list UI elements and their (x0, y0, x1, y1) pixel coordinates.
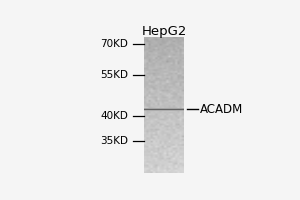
Bar (145, 60, 184, 62)
Bar (145, 104, 184, 106)
Text: 70KD: 70KD (100, 39, 128, 49)
Bar (145, 61, 184, 63)
Bar (145, 160, 184, 162)
Bar (145, 95, 184, 97)
Bar (145, 93, 184, 95)
Bar (145, 122, 184, 124)
Bar (145, 153, 184, 155)
Bar (145, 82, 184, 84)
Bar (145, 126, 184, 128)
Bar (145, 53, 184, 55)
Bar (145, 154, 184, 156)
Bar (145, 99, 184, 101)
Bar (145, 73, 184, 75)
Bar (145, 56, 184, 58)
Bar (145, 119, 184, 121)
Bar (145, 107, 184, 109)
Bar (145, 110, 184, 111)
Bar (145, 127, 184, 129)
Bar (145, 63, 184, 65)
Bar (145, 141, 184, 143)
Bar (145, 109, 184, 111)
Text: ACADM: ACADM (200, 103, 244, 116)
Bar (145, 65, 184, 67)
Bar (145, 109, 184, 110)
Bar (145, 151, 184, 153)
Bar (145, 108, 184, 109)
Bar (145, 102, 184, 104)
Bar (145, 110, 184, 111)
Bar (145, 121, 184, 123)
Bar (145, 117, 184, 119)
Bar (145, 90, 184, 92)
Bar (145, 110, 184, 111)
Bar (145, 146, 184, 148)
Bar (145, 70, 184, 72)
Bar (145, 83, 184, 85)
Bar (145, 115, 184, 117)
Bar (145, 38, 184, 40)
Bar (145, 109, 184, 110)
Bar (145, 68, 184, 70)
Text: 35KD: 35KD (100, 136, 128, 146)
Bar (145, 139, 184, 141)
Bar (145, 92, 184, 94)
Bar (145, 124, 184, 126)
Bar (145, 132, 184, 134)
Bar (145, 158, 184, 160)
Bar (145, 75, 184, 77)
Bar (145, 85, 184, 87)
Bar (145, 46, 184, 48)
Bar (145, 43, 184, 45)
Bar (145, 77, 184, 79)
Bar (145, 51, 184, 53)
Bar (145, 54, 184, 56)
Bar (145, 165, 184, 167)
Bar (145, 44, 184, 46)
Bar (145, 49, 184, 51)
Bar (145, 100, 184, 102)
Bar (145, 41, 184, 43)
Bar (145, 171, 184, 173)
Bar (145, 144, 184, 146)
Bar (145, 143, 184, 145)
Bar (145, 170, 184, 172)
Bar (145, 166, 184, 168)
Bar (145, 58, 184, 60)
Bar (145, 66, 184, 68)
Bar (145, 129, 184, 131)
Bar (145, 80, 184, 82)
Bar (145, 71, 184, 73)
Bar (145, 108, 184, 109)
Bar (145, 88, 184, 90)
Bar (145, 168, 184, 170)
Bar (145, 78, 184, 80)
Bar (145, 136, 184, 138)
Bar (145, 112, 184, 114)
Bar (145, 39, 184, 41)
Bar (145, 110, 184, 112)
Text: HepG2: HepG2 (142, 25, 187, 38)
Bar (145, 161, 184, 163)
Bar (145, 108, 184, 109)
Bar (145, 110, 184, 111)
Bar (145, 87, 184, 89)
Text: 40KD: 40KD (100, 111, 128, 121)
Bar (145, 97, 184, 99)
Bar (145, 137, 184, 140)
Bar (145, 131, 184, 133)
Bar (145, 105, 184, 107)
Bar (145, 148, 184, 150)
Bar (145, 149, 184, 151)
Bar (145, 156, 184, 158)
Bar (145, 48, 184, 50)
Bar (145, 134, 184, 136)
Text: 55KD: 55KD (100, 70, 128, 80)
Bar (145, 163, 184, 165)
Bar (145, 109, 184, 110)
Bar (145, 114, 184, 116)
